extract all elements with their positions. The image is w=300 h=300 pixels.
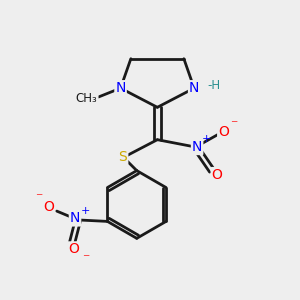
Text: N: N — [189, 81, 200, 95]
Text: CH₃: CH₃ — [76, 92, 98, 105]
Text: ⁻: ⁻ — [230, 118, 238, 132]
Text: S: S — [118, 150, 127, 164]
Text: +: + — [81, 206, 90, 215]
Text: N: N — [192, 140, 202, 154]
Text: O: O — [43, 200, 54, 214]
Text: N: N — [116, 81, 126, 95]
Text: O: O — [218, 125, 229, 139]
Text: -H: -H — [207, 79, 220, 92]
Text: ⁻: ⁻ — [82, 252, 89, 266]
Text: ⁻: ⁻ — [35, 191, 42, 205]
Text: O: O — [68, 242, 79, 256]
Text: O: O — [212, 168, 223, 182]
Text: N: N — [70, 212, 80, 226]
Text: +: + — [202, 134, 212, 144]
